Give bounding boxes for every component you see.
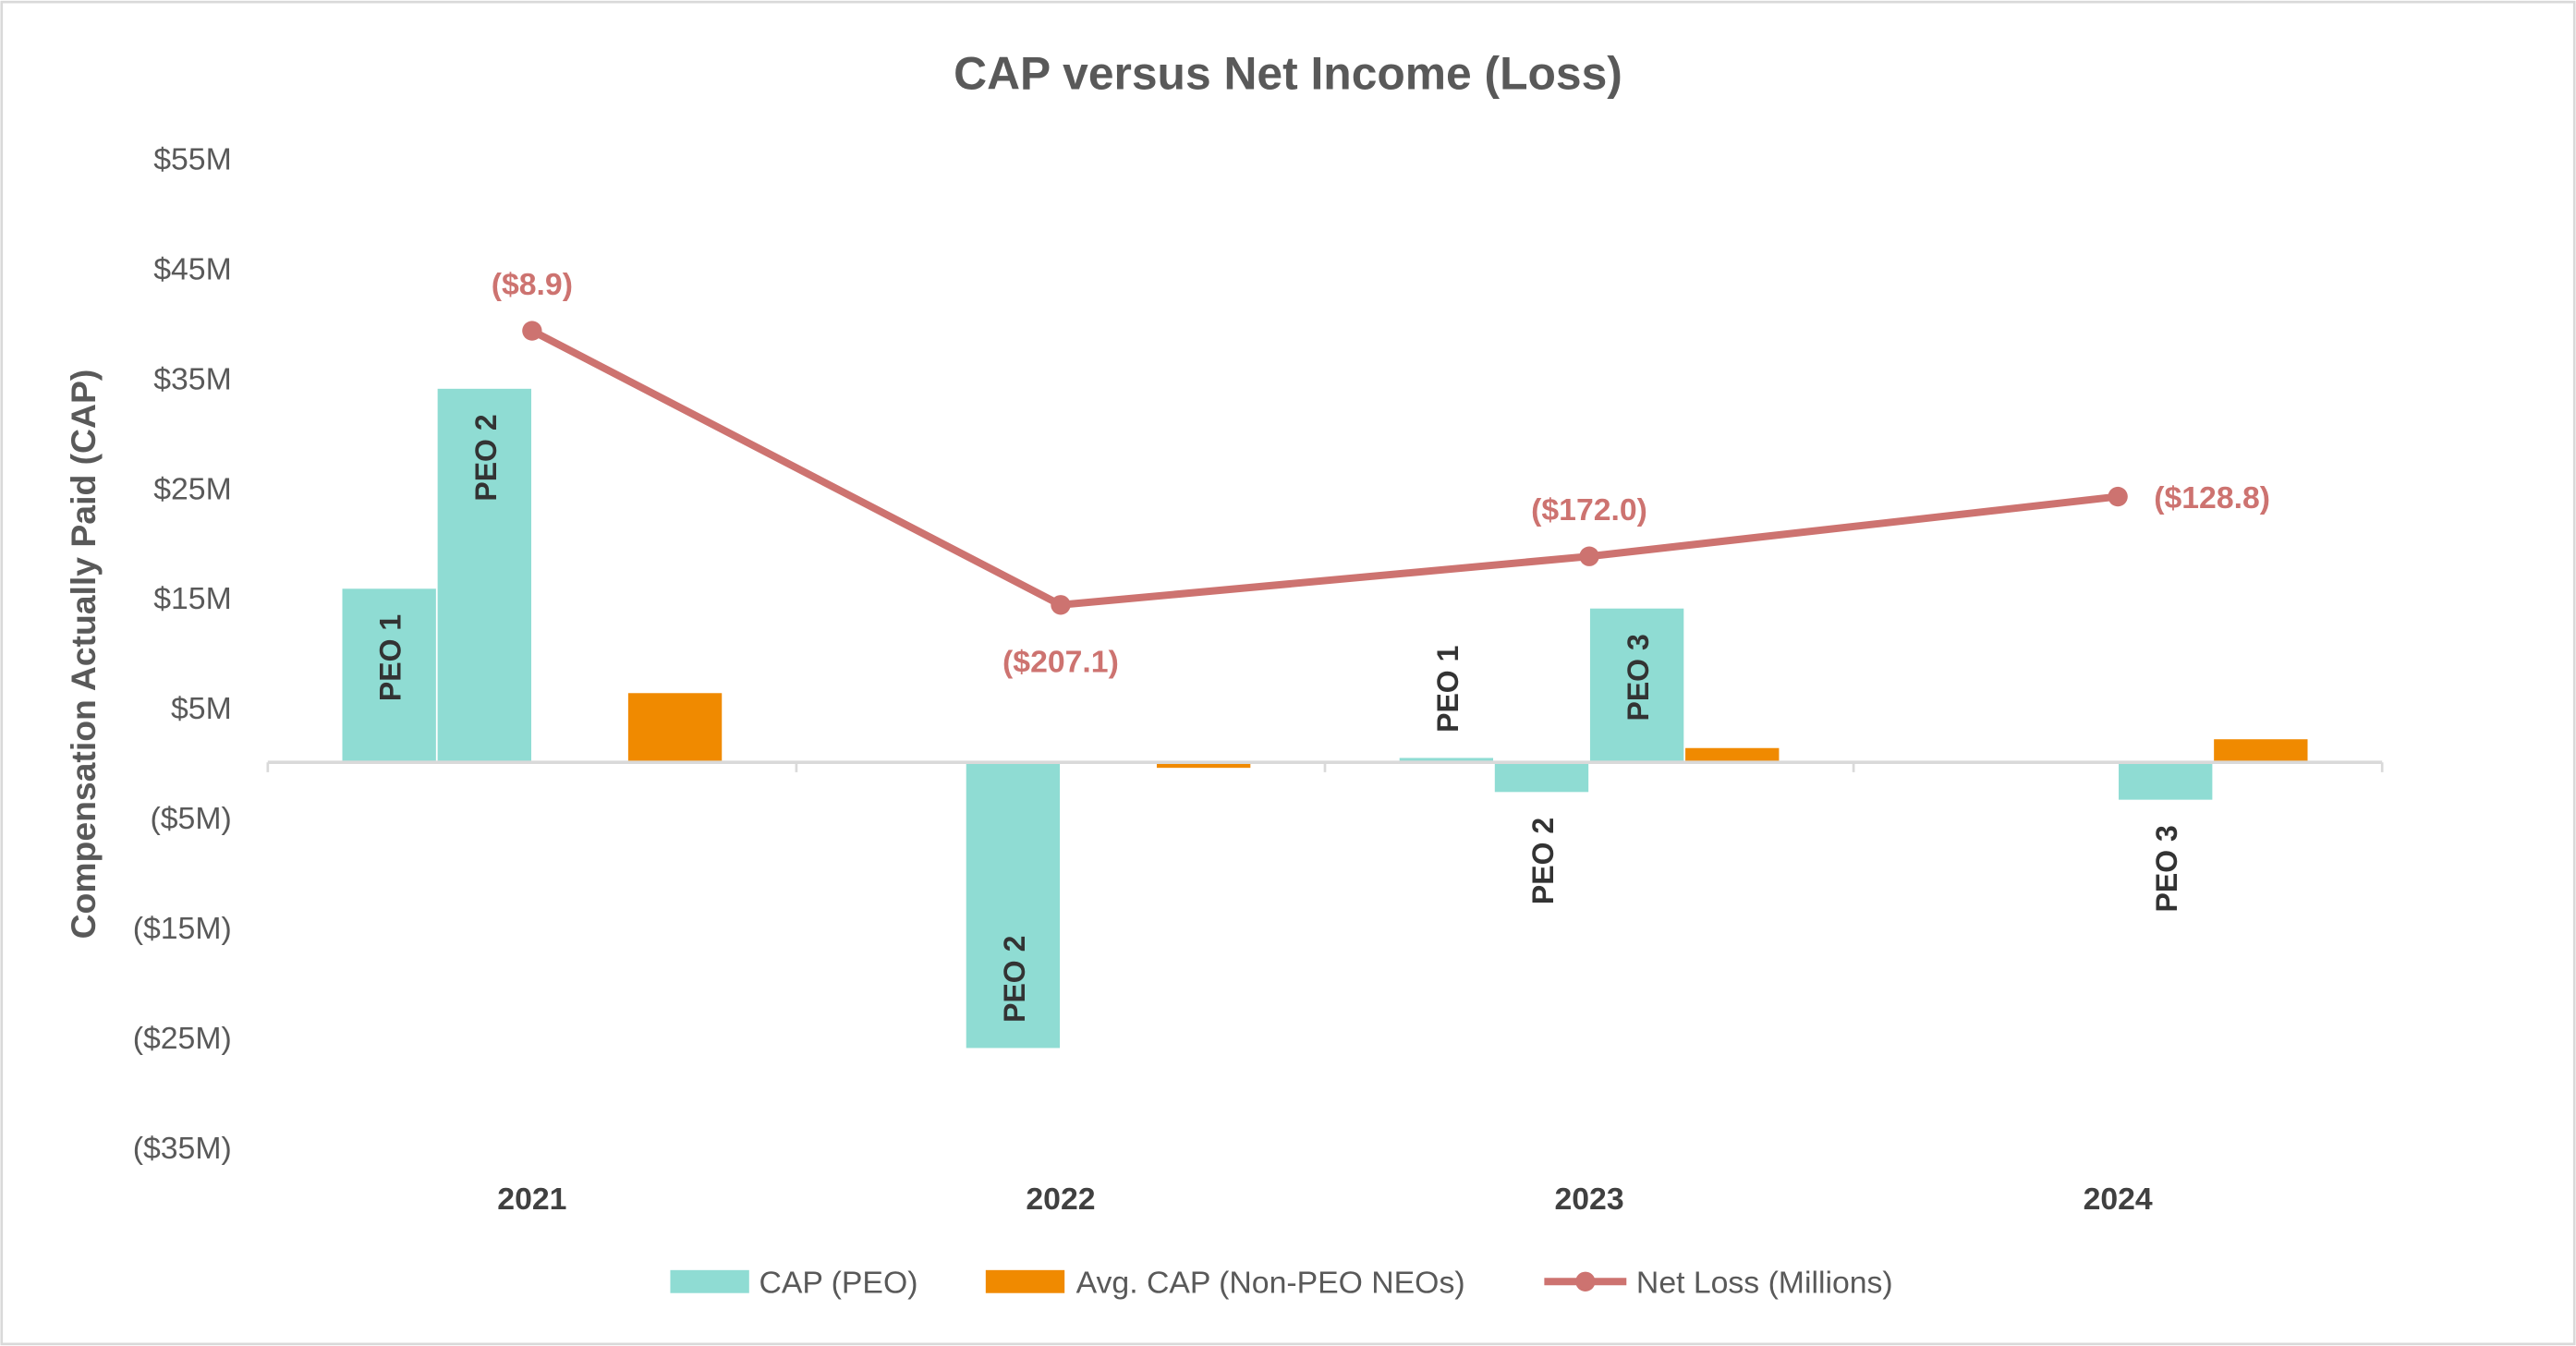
- bar-data-label: PEO 2: [998, 936, 1031, 1023]
- net-loss-point: [1579, 546, 1599, 566]
- bar-data-label: PEO 3: [1622, 634, 1655, 721]
- legend-label-net-loss: Net Loss (Millions): [1636, 1266, 1893, 1301]
- y-tick-label: ($35M): [133, 1131, 232, 1166]
- bar-data-label: PEO 2: [469, 414, 503, 501]
- legend-label-cap-peo: CAP (PEO): [759, 1266, 917, 1301]
- y-tick-label: $25M: [153, 471, 231, 506]
- bar-avg-cap-2021: [627, 693, 723, 763]
- y-axis-title: Compensation Actually Paid (CAP): [64, 370, 103, 940]
- y-tick-label: $5M: [171, 691, 232, 726]
- bar-data-label: PEO 3: [2150, 825, 2183, 912]
- bar-peo-1-2021: [342, 588, 436, 763]
- bar-peo-2-2022: [966, 762, 1061, 1049]
- legend: CAP (PEO) Avg. CAP (Non-PEO NEOs) Net Lo…: [670, 1266, 1893, 1301]
- x-tick-label: 2024: [2084, 1182, 2153, 1217]
- net-loss-data-label: ($128.8): [2154, 480, 2270, 515]
- net-loss-data-label: ($207.1): [1002, 645, 1119, 680]
- y-tick-label: $15M: [153, 581, 231, 616]
- bar-avg-cap-2023: [1685, 747, 1780, 763]
- chart-title: CAP versus Net Income (Loss): [954, 47, 1622, 99]
- y-axis-ticks: $55M $45M $35M $25M $15M $5M ($5M) ($15M) ($25M)…: [133, 142, 232, 1166]
- y-tick-label: $55M: [153, 142, 231, 177]
- bar-peo-2-2021: [437, 388, 531, 763]
- bar-avg-cap-2024: [2214, 739, 2308, 763]
- net-loss-polyline: [530, 327, 2119, 609]
- legend-swatch-avg-cap: [985, 1269, 1065, 1293]
- x-tick-label: 2023: [1554, 1182, 1623, 1217]
- y-tick-label: ($15M): [133, 911, 232, 946]
- net-loss-point: [522, 321, 542, 341]
- bar-peo-1-2023: [1399, 758, 1494, 763]
- y-tick-label: ($5M): [151, 801, 232, 836]
- net-loss-point: [1051, 595, 1071, 615]
- bar-peo-3-2023: [1589, 608, 1684, 763]
- net-loss-data-label: ($8.9): [492, 267, 573, 302]
- net-loss-data-label: ($172.0): [1531, 492, 1647, 527]
- y-tick-label: $45M: [153, 251, 231, 286]
- bar-data-label: PEO 1: [374, 614, 407, 701]
- x-axis: 2021 2022 2023 2024: [266, 760, 2384, 1217]
- net-loss-point: [2108, 486, 2128, 507]
- y-tick-label: ($25M): [133, 1021, 232, 1056]
- bar-avg-cap-2022: [1156, 762, 1251, 769]
- x-tick-label: 2022: [1026, 1182, 1095, 1217]
- legend-label-avg-cap: Avg. CAP (Non-PEO NEOs): [1076, 1266, 1465, 1301]
- bars: PEO 1 PEO 1 PEO 2 PEO 2 PEO 2 PEO 3 PEO 3: [342, 388, 2308, 1049]
- bar-data-label: PEO 1: [1431, 646, 1464, 733]
- x-tick-label: 2021: [497, 1182, 566, 1217]
- bar-data-label: PEO 2: [1526, 818, 1560, 904]
- y-tick-label: $35M: [153, 361, 231, 396]
- bar-peo-3-2024: [2119, 762, 2213, 800]
- net-loss-line: ($8.9) ($207.1) ($172.0) ($128.8): [492, 267, 2270, 680]
- legend-marker-net-loss: [1575, 1271, 1596, 1291]
- bar-peo-2-2023: [1494, 762, 1589, 793]
- legend-swatch-cap-peo: [670, 1269, 749, 1293]
